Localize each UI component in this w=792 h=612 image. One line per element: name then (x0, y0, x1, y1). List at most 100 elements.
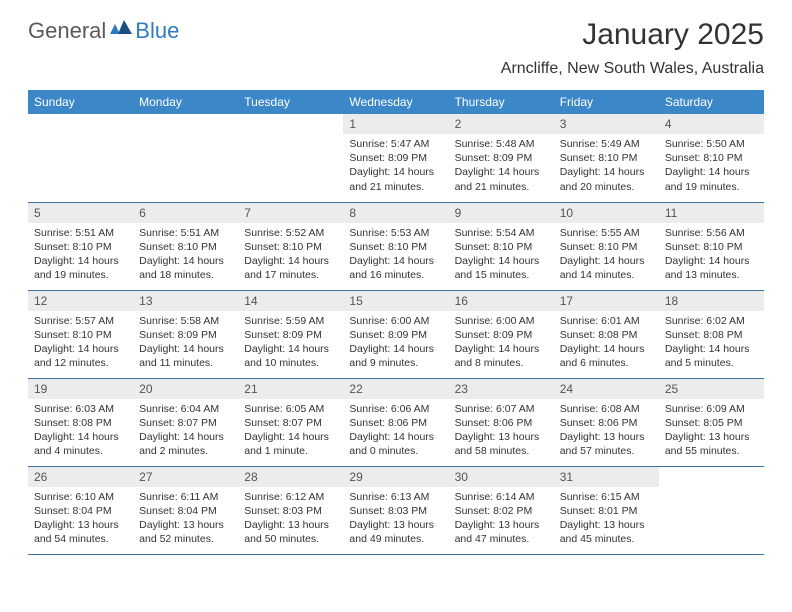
day-number: 20 (133, 379, 238, 399)
day-line: Sunset: 8:10 PM (244, 240, 337, 254)
calendar-day-cell: 18Sunrise: 6:02 AMSunset: 8:08 PMDayligh… (659, 290, 764, 378)
day-line: and 11 minutes. (139, 356, 232, 370)
day-body: Sunrise: 5:55 AMSunset: 8:10 PMDaylight:… (554, 223, 659, 287)
day-line: Sunset: 8:02 PM (455, 504, 548, 518)
day-line: and 19 minutes. (665, 180, 758, 194)
calendar-day-cell: 17Sunrise: 6:01 AMSunset: 8:08 PMDayligh… (554, 290, 659, 378)
calendar-day-cell: 26Sunrise: 6:10 AMSunset: 8:04 PMDayligh… (28, 466, 133, 554)
day-line: Sunrise: 5:47 AM (349, 137, 442, 151)
day-line: Sunrise: 5:50 AM (665, 137, 758, 151)
day-line: Sunset: 8:08 PM (34, 416, 127, 430)
day-number: 26 (28, 467, 133, 487)
day-line: Daylight: 14 hours (455, 165, 548, 179)
day-number: 6 (133, 203, 238, 223)
day-line: Sunrise: 6:01 AM (560, 314, 653, 328)
day-line: and 57 minutes. (560, 444, 653, 458)
day-line: and 8 minutes. (455, 356, 548, 370)
day-line: Sunset: 8:09 PM (455, 328, 548, 342)
day-body: Sunrise: 6:14 AMSunset: 8:02 PMDaylight:… (449, 487, 554, 551)
calendar-day-cell (133, 114, 238, 202)
day-body: Sunrise: 5:47 AMSunset: 8:09 PMDaylight:… (343, 134, 448, 198)
day-body: Sunrise: 6:07 AMSunset: 8:06 PMDaylight:… (449, 399, 554, 463)
day-line: Sunrise: 6:06 AM (349, 402, 442, 416)
calendar-day-cell: 20Sunrise: 6:04 AMSunset: 8:07 PMDayligh… (133, 378, 238, 466)
day-line: and 54 minutes. (34, 532, 127, 546)
day-line: Sunset: 8:06 PM (349, 416, 442, 430)
day-line: and 15 minutes. (455, 268, 548, 282)
day-line: Sunset: 8:10 PM (34, 328, 127, 342)
calendar-day-cell: 6Sunrise: 5:51 AMSunset: 8:10 PMDaylight… (133, 202, 238, 290)
logo: General Blue (28, 18, 179, 44)
calendar-day-cell: 27Sunrise: 6:11 AMSunset: 8:04 PMDayligh… (133, 466, 238, 554)
day-body: Sunrise: 6:15 AMSunset: 8:01 PMDaylight:… (554, 487, 659, 551)
day-body: Sunrise: 5:58 AMSunset: 8:09 PMDaylight:… (133, 311, 238, 375)
calendar-day-cell: 9Sunrise: 5:54 AMSunset: 8:10 PMDaylight… (449, 202, 554, 290)
day-line: Daylight: 13 hours (560, 430, 653, 444)
day-line: Daylight: 13 hours (139, 518, 232, 532)
calendar-day-cell: 19Sunrise: 6:03 AMSunset: 8:08 PMDayligh… (28, 378, 133, 466)
day-line: Daylight: 13 hours (244, 518, 337, 532)
day-line: Sunset: 8:04 PM (139, 504, 232, 518)
day-line: Daylight: 14 hours (665, 342, 758, 356)
day-line: Sunrise: 6:07 AM (455, 402, 548, 416)
day-line: Sunrise: 6:11 AM (139, 490, 232, 504)
weekday-header: Sunday (28, 90, 133, 114)
day-number: 7 (238, 203, 343, 223)
day-line: and 45 minutes. (560, 532, 653, 546)
day-line: Sunset: 8:09 PM (244, 328, 337, 342)
day-line: and 6 minutes. (560, 356, 653, 370)
day-line: Daylight: 14 hours (455, 342, 548, 356)
day-line: and 12 minutes. (34, 356, 127, 370)
day-line: and 47 minutes. (455, 532, 548, 546)
day-body: Sunrise: 6:00 AMSunset: 8:09 PMDaylight:… (343, 311, 448, 375)
calendar-day-cell: 31Sunrise: 6:15 AMSunset: 8:01 PMDayligh… (554, 466, 659, 554)
calendar-day-cell: 25Sunrise: 6:09 AMSunset: 8:05 PMDayligh… (659, 378, 764, 466)
day-body (133, 134, 238, 141)
day-body: Sunrise: 6:01 AMSunset: 8:08 PMDaylight:… (554, 311, 659, 375)
day-line: Daylight: 13 hours (665, 430, 758, 444)
day-line: Daylight: 14 hours (244, 342, 337, 356)
day-line: and 20 minutes. (560, 180, 653, 194)
day-line: Daylight: 14 hours (665, 165, 758, 179)
day-body (659, 487, 764, 494)
calendar-day-cell: 12Sunrise: 5:57 AMSunset: 8:10 PMDayligh… (28, 290, 133, 378)
day-line: and 52 minutes. (139, 532, 232, 546)
day-line: Sunrise: 5:55 AM (560, 226, 653, 240)
day-line: Sunrise: 6:12 AM (244, 490, 337, 504)
calendar-day-cell: 13Sunrise: 5:58 AMSunset: 8:09 PMDayligh… (133, 290, 238, 378)
day-line: Sunset: 8:08 PM (560, 328, 653, 342)
day-number: 29 (343, 467, 448, 487)
calendar-day-cell: 21Sunrise: 6:05 AMSunset: 8:07 PMDayligh… (238, 378, 343, 466)
day-line: Sunset: 8:09 PM (139, 328, 232, 342)
calendar-day-cell: 16Sunrise: 6:00 AMSunset: 8:09 PMDayligh… (449, 290, 554, 378)
day-number: 22 (343, 379, 448, 399)
day-body: Sunrise: 5:59 AMSunset: 8:09 PMDaylight:… (238, 311, 343, 375)
day-line: Sunrise: 6:03 AM (34, 402, 127, 416)
day-number: 17 (554, 291, 659, 311)
calendar-day-cell: 4Sunrise: 5:50 AMSunset: 8:10 PMDaylight… (659, 114, 764, 202)
day-line: and 13 minutes. (665, 268, 758, 282)
day-number: 10 (554, 203, 659, 223)
day-line: and 21 minutes. (455, 180, 548, 194)
calendar-week-row: 1Sunrise: 5:47 AMSunset: 8:09 PMDaylight… (28, 114, 764, 202)
day-line: Daylight: 14 hours (560, 165, 653, 179)
weekday-header-row: Sunday Monday Tuesday Wednesday Thursday… (28, 90, 764, 114)
calendar-week-row: 19Sunrise: 6:03 AMSunset: 8:08 PMDayligh… (28, 378, 764, 466)
day-line: Sunrise: 6:10 AM (34, 490, 127, 504)
calendar-week-row: 5Sunrise: 5:51 AMSunset: 8:10 PMDaylight… (28, 202, 764, 290)
day-line: Daylight: 14 hours (349, 254, 442, 268)
day-line: and 2 minutes. (139, 444, 232, 458)
day-number: 30 (449, 467, 554, 487)
day-line: Daylight: 13 hours (560, 518, 653, 532)
day-body: Sunrise: 6:02 AMSunset: 8:08 PMDaylight:… (659, 311, 764, 375)
day-number: 8 (343, 203, 448, 223)
day-line: and 16 minutes. (349, 268, 442, 282)
day-number: 15 (343, 291, 448, 311)
calendar-day-cell: 10Sunrise: 5:55 AMSunset: 8:10 PMDayligh… (554, 202, 659, 290)
calendar-day-cell: 11Sunrise: 5:56 AMSunset: 8:10 PMDayligh… (659, 202, 764, 290)
day-number: 12 (28, 291, 133, 311)
day-number: 31 (554, 467, 659, 487)
day-body: Sunrise: 6:08 AMSunset: 8:06 PMDaylight:… (554, 399, 659, 463)
day-line: Sunset: 8:07 PM (244, 416, 337, 430)
day-line: Sunset: 8:10 PM (455, 240, 548, 254)
